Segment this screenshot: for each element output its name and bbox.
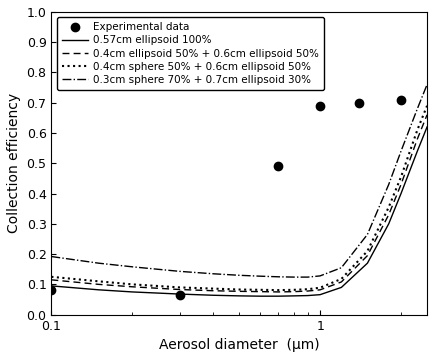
0.4cm ellipsoid 50% + 0.6cm ellipsoid 50% (96, 282, 101, 286)
0.4cm sphere 50% + 0.6cm ellipsoid 50% (49, 275, 54, 279)
0.3cm sphere 70% + 0.7cm ellipsoid 30% (424, 83, 430, 87)
0.4cm sphere 50% + 0.6cm ellipsoid 50% (130, 282, 135, 286)
0.57cm ellipsoid 100% (292, 294, 297, 298)
0.4cm ellipsoid 50% + 0.6cm ellipsoid 50% (49, 278, 54, 282)
0.4cm sphere 50% + 0.6cm ellipsoid 50% (237, 287, 242, 292)
0.4cm sphere 50% + 0.6cm ellipsoid 50% (177, 285, 182, 290)
0.57cm ellipsoid 100% (386, 222, 391, 226)
0.4cm ellipsoid 50% + 0.6cm ellipsoid 50% (339, 280, 344, 284)
0.4cm ellipsoid 50% + 0.6cm ellipsoid 50% (130, 285, 135, 289)
0.4cm sphere 50% + 0.6cm ellipsoid 50% (365, 249, 370, 253)
0.4cm ellipsoid 50% + 0.6cm ellipsoid 50% (318, 288, 323, 292)
Line: 0.57cm ellipsoid 100%: 0.57cm ellipsoid 100% (51, 127, 427, 296)
0.4cm ellipsoid 50% + 0.6cm ellipsoid 50% (415, 137, 420, 141)
0.57cm ellipsoid 100% (276, 294, 281, 298)
0.4cm ellipsoid 50% + 0.6cm ellipsoid 50% (424, 113, 430, 117)
0.4cm ellipsoid 50% + 0.6cm ellipsoid 50% (177, 287, 182, 292)
0.4cm sphere 50% + 0.6cm ellipsoid 50% (424, 104, 430, 108)
0.57cm ellipsoid 100% (318, 293, 323, 297)
0.4cm sphere 50% + 0.6cm ellipsoid 50% (292, 288, 297, 292)
Line: 0.4cm ellipsoid 50% + 0.6cm ellipsoid 50%: 0.4cm ellipsoid 50% + 0.6cm ellipsoid 50… (51, 115, 427, 292)
0.4cm ellipsoid 50% + 0.6cm ellipsoid 50% (365, 253, 370, 258)
0.3cm sphere 70% + 0.7cm ellipsoid 30% (365, 232, 370, 237)
Line: Experimental data: Experimental data (47, 95, 405, 299)
0.3cm sphere 70% + 0.7cm ellipsoid 30% (130, 265, 135, 269)
0.4cm ellipsoid 50% + 0.6cm ellipsoid 50% (258, 289, 263, 294)
0.4cm ellipsoid 50% + 0.6cm ellipsoid 50% (210, 289, 216, 293)
Line: 0.3cm sphere 70% + 0.7cm ellipsoid 30%: 0.3cm sphere 70% + 0.7cm ellipsoid 30% (51, 85, 427, 277)
0.4cm sphere 50% + 0.6cm ellipsoid 50% (318, 285, 323, 290)
0.3cm sphere 70% + 0.7cm ellipsoid 30% (398, 149, 404, 153)
0.3cm sphere 70% + 0.7cm ellipsoid 30% (210, 272, 216, 276)
0.3cm sphere 70% + 0.7cm ellipsoid 30% (339, 266, 344, 270)
0.4cm sphere 50% + 0.6cm ellipsoid 50% (305, 287, 310, 292)
0.3cm sphere 70% + 0.7cm ellipsoid 30% (237, 273, 242, 278)
0.57cm ellipsoid 100% (237, 294, 242, 298)
0.57cm ellipsoid 100% (258, 294, 263, 298)
0.4cm ellipsoid 50% + 0.6cm ellipsoid 50% (386, 213, 391, 217)
0.57cm ellipsoid 100% (424, 125, 430, 129)
Experimental data (49, 288, 54, 293)
0.4cm sphere 50% + 0.6cm ellipsoid 50% (210, 286, 216, 291)
0.3cm sphere 70% + 0.7cm ellipsoid 30% (415, 107, 420, 111)
Experimental data (357, 101, 362, 105)
0.57cm ellipsoid 100% (130, 290, 135, 294)
0.3cm sphere 70% + 0.7cm ellipsoid 30% (96, 261, 101, 265)
0.57cm ellipsoid 100% (96, 288, 101, 292)
0.57cm ellipsoid 100% (339, 285, 344, 290)
0.57cm ellipsoid 100% (49, 284, 54, 288)
0.57cm ellipsoid 100% (305, 293, 310, 298)
0.57cm ellipsoid 100% (210, 293, 216, 297)
0.3cm sphere 70% + 0.7cm ellipsoid 30% (386, 182, 391, 187)
0.4cm ellipsoid 50% + 0.6cm ellipsoid 50% (276, 290, 281, 294)
0.4cm ellipsoid 50% + 0.6cm ellipsoid 50% (305, 289, 310, 293)
0.4cm sphere 50% + 0.6cm ellipsoid 50% (386, 205, 391, 209)
0.57cm ellipsoid 100% (398, 191, 404, 196)
0.4cm ellipsoid 50% + 0.6cm ellipsoid 50% (398, 182, 404, 187)
0.4cm sphere 50% + 0.6cm ellipsoid 50% (398, 175, 404, 179)
0.3cm sphere 70% + 0.7cm ellipsoid 30% (305, 275, 310, 279)
Line: 0.4cm sphere 50% + 0.6cm ellipsoid 50%: 0.4cm sphere 50% + 0.6cm ellipsoid 50% (51, 106, 427, 290)
Legend: Experimental data, 0.57cm ellipsoid 100%, 0.4cm ellipsoid 50% + 0.6cm ellipsoid : Experimental data, 0.57cm ellipsoid 100%… (56, 17, 324, 90)
0.57cm ellipsoid 100% (177, 292, 182, 296)
0.3cm sphere 70% + 0.7cm ellipsoid 30% (177, 269, 182, 274)
0.57cm ellipsoid 100% (365, 261, 370, 265)
0.57cm ellipsoid 100% (415, 149, 420, 153)
0.3cm sphere 70% + 0.7cm ellipsoid 30% (318, 274, 323, 278)
0.4cm sphere 50% + 0.6cm ellipsoid 50% (276, 288, 281, 292)
0.4cm sphere 50% + 0.6cm ellipsoid 50% (339, 277, 344, 281)
0.4cm ellipsoid 50% + 0.6cm ellipsoid 50% (237, 289, 242, 294)
0.3cm sphere 70% + 0.7cm ellipsoid 30% (258, 274, 263, 278)
0.4cm sphere 50% + 0.6cm ellipsoid 50% (258, 288, 263, 292)
0.4cm ellipsoid 50% + 0.6cm ellipsoid 50% (292, 289, 297, 294)
Experimental data (398, 98, 404, 102)
Experimental data (177, 293, 182, 297)
X-axis label: Aerosol diameter  (μm): Aerosol diameter (μm) (159, 338, 319, 352)
0.3cm sphere 70% + 0.7cm ellipsoid 30% (49, 255, 54, 259)
0.4cm sphere 50% + 0.6cm ellipsoid 50% (415, 128, 420, 132)
0.3cm sphere 70% + 0.7cm ellipsoid 30% (276, 275, 281, 279)
Y-axis label: Collection efficiency: Collection efficiency (7, 93, 21, 233)
0.4cm sphere 50% + 0.6cm ellipsoid 50% (96, 279, 101, 284)
0.3cm sphere 70% + 0.7cm ellipsoid 30% (292, 275, 297, 279)
Experimental data (318, 104, 323, 108)
Experimental data (276, 164, 281, 168)
